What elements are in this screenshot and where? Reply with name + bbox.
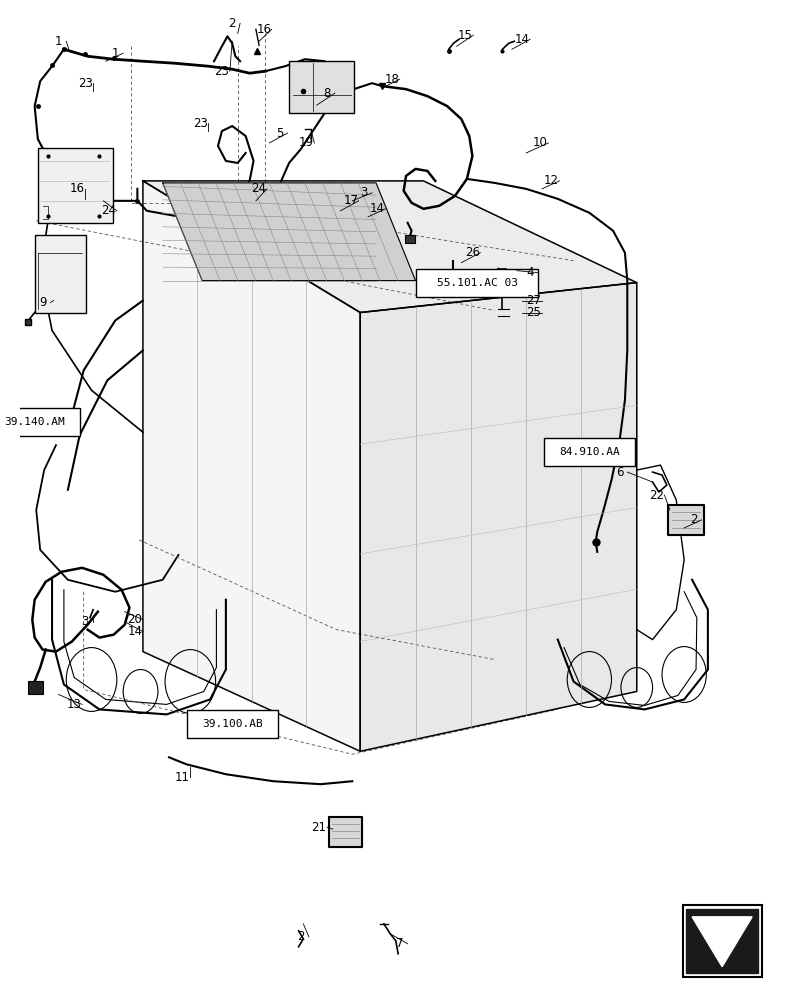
Bar — [28, 681, 42, 694]
Text: 55.101.AC 03: 55.101.AC 03 — [436, 278, 517, 288]
Text: 3: 3 — [360, 186, 367, 199]
Polygon shape — [143, 181, 360, 751]
Text: 84.910.AA: 84.910.AA — [558, 447, 619, 457]
Text: 8: 8 — [323, 87, 330, 100]
Text: 2: 2 — [297, 930, 304, 943]
Text: 39.140.AM: 39.140.AM — [4, 417, 65, 427]
Text: 2: 2 — [228, 17, 236, 30]
Text: 23: 23 — [193, 117, 208, 130]
Text: 25: 25 — [526, 306, 541, 319]
Polygon shape — [691, 917, 751, 967]
Text: 1: 1 — [111, 47, 119, 60]
Text: 24: 24 — [251, 182, 266, 195]
Text: 14: 14 — [514, 33, 529, 46]
Polygon shape — [328, 817, 362, 847]
Bar — [0, 408, 80, 436]
Bar — [38, 148, 113, 223]
Bar — [682, 905, 761, 977]
Text: 23: 23 — [214, 65, 229, 78]
Text: 15: 15 — [457, 29, 472, 42]
Bar — [289, 61, 354, 113]
Text: 16: 16 — [70, 182, 84, 195]
Text: 19: 19 — [298, 136, 314, 149]
Bar — [187, 710, 277, 738]
Text: 27: 27 — [526, 294, 541, 307]
Text: 21: 21 — [311, 821, 326, 834]
Polygon shape — [689, 913, 753, 969]
Polygon shape — [162, 183, 415, 281]
Polygon shape — [685, 909, 757, 973]
Text: 7: 7 — [396, 937, 403, 950]
Text: 3: 3 — [81, 615, 89, 628]
Text: 39.100.AB: 39.100.AB — [202, 719, 262, 729]
Bar — [35, 235, 86, 313]
Text: 13: 13 — [67, 698, 81, 711]
Text: 6: 6 — [615, 466, 622, 479]
Bar — [405, 235, 414, 243]
Bar — [415, 269, 538, 297]
Polygon shape — [143, 181, 636, 313]
Text: 14: 14 — [127, 625, 143, 638]
Text: 12: 12 — [543, 174, 558, 187]
Text: 10: 10 — [532, 136, 547, 149]
Bar — [543, 438, 634, 466]
Text: 24: 24 — [101, 204, 116, 217]
Text: 11: 11 — [174, 771, 190, 784]
Text: 1: 1 — [54, 35, 62, 48]
Text: 17: 17 — [343, 194, 358, 207]
Text: 23: 23 — [78, 77, 92, 90]
Text: 20: 20 — [127, 613, 142, 626]
Text: 16: 16 — [256, 23, 271, 36]
Polygon shape — [667, 505, 703, 535]
Text: 26: 26 — [465, 246, 479, 259]
Text: 18: 18 — [384, 73, 399, 86]
Text: 14: 14 — [370, 202, 384, 215]
Text: 2: 2 — [689, 513, 697, 526]
Text: 9: 9 — [39, 296, 46, 309]
Text: 5: 5 — [276, 127, 283, 140]
Polygon shape — [360, 283, 636, 751]
Text: 4: 4 — [526, 266, 533, 279]
Text: 22: 22 — [648, 489, 663, 502]
